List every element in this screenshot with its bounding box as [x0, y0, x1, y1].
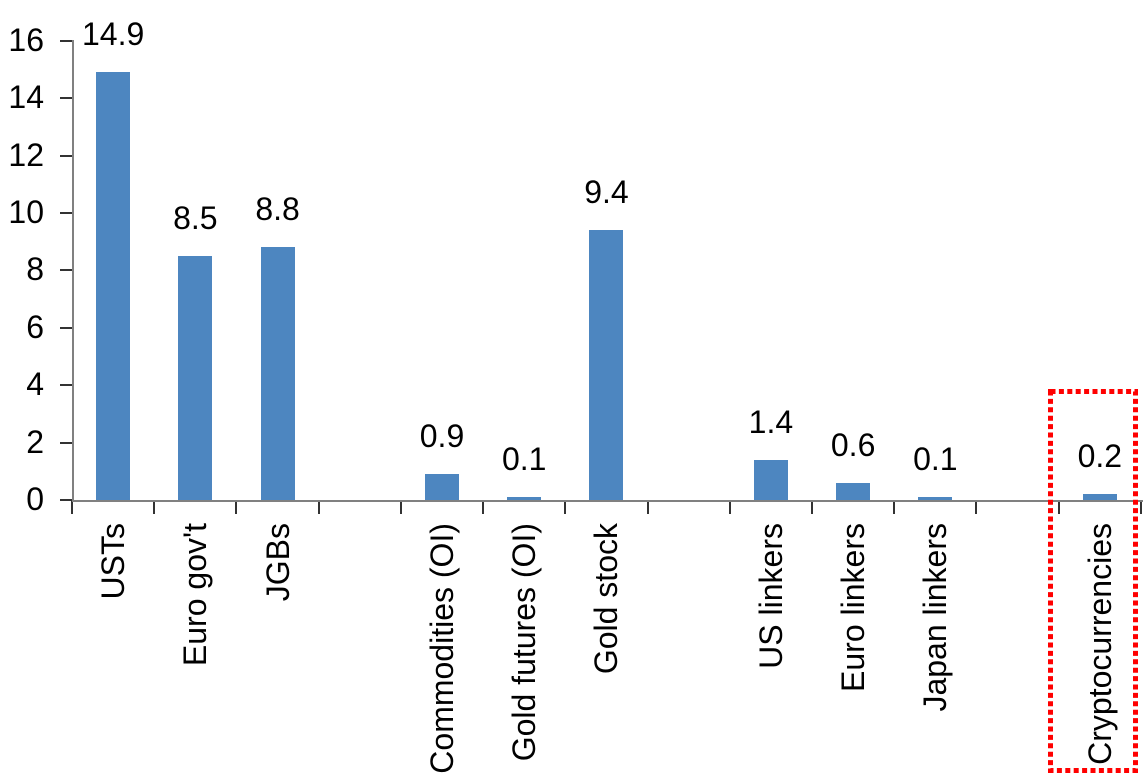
category-label-euro-gov-t: Euro gov't	[177, 523, 214, 667]
x-axis-tick-7	[646, 500, 649, 514]
y-axis-tick-14	[60, 97, 74, 100]
data-label-jgbs: 8.8	[255, 191, 300, 228]
y-axis-label-10: 10	[8, 194, 44, 230]
y-axis-tick-10	[60, 212, 74, 214]
data-label-gold-futures-oi: 0.1	[501, 441, 547, 478]
data-label-euro-linkers: 0.6	[830, 426, 876, 463]
x-axis-tick-2	[235, 500, 238, 514]
category-label-usts: USTs	[95, 523, 132, 600]
category-label-gold-stock: Gold stock	[588, 523, 625, 675]
y-axis-tick-16	[60, 39, 74, 42]
bar-japan-linkers	[918, 497, 953, 500]
y-axis-label-2: 2	[26, 423, 44, 460]
y-axis-label-0: 0	[26, 481, 44, 517]
bar-euro-gov-t	[178, 256, 213, 500]
x-axis-tick-6	[564, 500, 567, 514]
x-axis-tick-5	[482, 500, 485, 514]
y-axis-tick-0	[60, 499, 74, 501]
data-label-euro-gov-t: 8.5	[173, 200, 218, 237]
bar-euro-linkers	[836, 482, 871, 500]
category-label-us-linkers: US linkers	[752, 523, 789, 669]
bar-commodities-oi	[425, 474, 459, 500]
data-label-commodities-oi: 0.9	[419, 418, 465, 455]
y-axis-label-6: 6	[26, 308, 44, 345]
y-axis-tick-12	[60, 154, 74, 157]
y-axis-tick-4	[60, 384, 74, 387]
category-label-jgbs: JGBs	[259, 523, 296, 602]
y-axis-label-14: 14	[8, 79, 44, 116]
data-label-japan-linkers: 0.1	[913, 441, 958, 478]
bar-jgbs	[260, 247, 295, 500]
y-axis-tick-8	[60, 269, 74, 272]
y-axis-label-16: 16	[8, 21, 44, 58]
category-label-euro-linkers: Euro linkers	[835, 523, 872, 692]
category-label-gold-futures-oi: Gold futures (OI)	[506, 523, 543, 762]
category-label-commodities-oi: Commodities (OI)	[424, 523, 460, 774]
x-axis-tick-1	[153, 500, 156, 514]
x-axis-tick-13	[1139, 500, 1142, 514]
data-label-gold-stock: 9.4	[584, 174, 629, 211]
bar-gold-futures-oi	[507, 497, 542, 500]
data-label-usts: 14.9	[81, 16, 145, 53]
bar-gold-stock	[589, 230, 624, 500]
highlight-dotted-rect	[1048, 389, 1138, 773]
x-axis-tick-3	[317, 500, 320, 514]
highlight-box-cryptocurrencies	[1048, 389, 1138, 773]
x-axis-tick-12	[1057, 500, 1060, 514]
x-axis-tick-0	[71, 500, 73, 514]
y-axis-label-8: 8	[26, 251, 44, 288]
x-axis-tick-10	[893, 500, 896, 514]
x-axis-tick-9	[811, 500, 814, 514]
data-label-us-linkers: 1.4	[748, 403, 794, 440]
y-axis-label-12: 12	[8, 136, 44, 173]
data-label-cryptocurrencies: 0.2	[1077, 438, 1123, 475]
y-axis-label-4: 4	[26, 366, 44, 403]
x-axis-tick-11	[975, 500, 978, 514]
x-axis-line	[72, 500, 1143, 502]
x-axis-tick-4	[399, 500, 402, 514]
y-axis-line	[72, 40, 74, 502]
y-axis-tick-6	[60, 326, 74, 329]
x-axis-tick-8	[728, 500, 731, 514]
bar-cryptocurrencies	[1082, 494, 1117, 500]
y-axis-tick-2	[60, 441, 74, 444]
category-label-japan-linkers: Japan linkers	[917, 523, 954, 712]
bar-us-linkers	[753, 459, 788, 500]
bar-usts	[96, 72, 131, 500]
